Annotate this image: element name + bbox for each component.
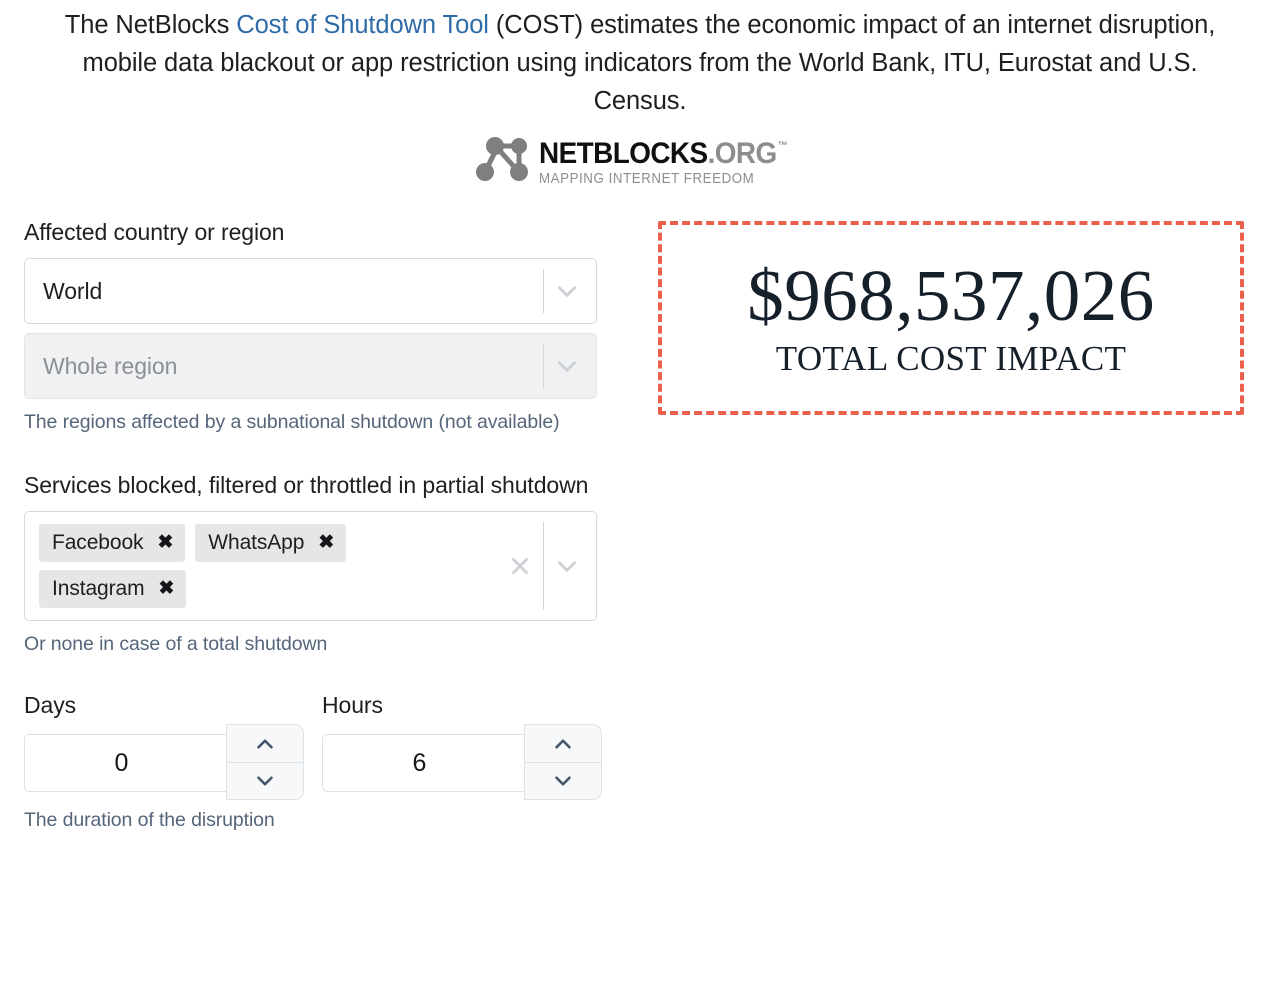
duration-field-group: Days 0 (24, 688, 620, 835)
days-spin-buttons (226, 724, 304, 800)
service-chip-label: Instagram (52, 576, 145, 600)
services-helper-text: Or none in case of a total shutdown (24, 633, 328, 655)
days-group: Days 0 (24, 688, 304, 800)
country-field-group: Affected country or region World (24, 215, 620, 324)
intro-text-after: (COST) estimates the economic impact of … (82, 11, 1216, 115)
select-divider (543, 269, 544, 313)
service-chip[interactable]: Instagram ✖ (39, 570, 187, 608)
form-column: Affected country or region World Whole r… (24, 215, 620, 835)
chevron-down-icon[interactable] (544, 334, 590, 398)
days-decrement-button[interactable] (226, 762, 304, 800)
remove-chip-icon[interactable]: ✖ (158, 578, 175, 599)
country-select-indicators (543, 259, 596, 323)
trademark-symbol: ™ (777, 139, 787, 152)
chevron-down-icon[interactable] (544, 259, 590, 323)
intro-paragraph: The NetBlocks Cost of Shutdown Tool (COS… (45, 0, 1235, 120)
netblocks-logo: NETBLOCKS .ORG ™ MAPPING INTERNET FREEDOM (0, 134, 1280, 191)
days-increment-button[interactable] (226, 724, 304, 762)
intro-text-before: The NetBlocks (64, 11, 237, 39)
hours-group: Hours 6 (322, 688, 602, 800)
services-multiselect[interactable]: Facebook ✖ WhatsApp ✖ Instagram ✖ (24, 511, 597, 621)
services-field-group: Services blocked, filtered or throttled … (24, 468, 620, 659)
select-divider (543, 344, 544, 388)
hours-decrement-button[interactable] (524, 762, 602, 800)
hours-spin-buttons (524, 724, 602, 800)
duration-helper-text: The duration of the disruption (24, 809, 275, 831)
region-helper-text: The regions affected by a subnational sh… (24, 411, 560, 433)
services-select-indicators (497, 512, 596, 620)
remove-chip-icon[interactable]: ✖ (157, 532, 174, 553)
region-field-group: Whole region The regions affected by a s… (24, 333, 620, 437)
cost-of-shutdown-tool-link[interactable]: Cost of Shutdown Tool (236, 11, 489, 39)
days-label: Days (24, 692, 77, 718)
clear-all-icon[interactable] (497, 512, 543, 620)
main-columns: Affected country or region World Whole r… (0, 215, 1280, 835)
logo-tagline: MAPPING INTERNET FREEDOM (538, 170, 754, 187)
hours-increment-button[interactable] (524, 724, 602, 762)
region-selected-value: Whole region (43, 352, 178, 379)
result-column: $968,537,026 TOTAL COST IMPACT (620, 215, 1256, 415)
service-chip-label: WhatsApp (208, 530, 305, 554)
region-select-indicators (543, 334, 596, 398)
total-cost-amount: $968,537,026 (747, 255, 1155, 337)
duration-row: Days 0 (24, 688, 620, 800)
chevron-down-icon[interactable] (544, 512, 590, 620)
service-chip[interactable]: Facebook ✖ (39, 524, 186, 562)
services-chip-list: Facebook ✖ WhatsApp ✖ Instagram ✖ (25, 512, 497, 620)
remove-chip-icon[interactable]: ✖ (318, 532, 335, 553)
service-chip[interactable]: WhatsApp ✖ (195, 524, 347, 562)
logo-wordmark: NETBLOCKS .ORG ™ (538, 136, 788, 170)
total-cost-caption: TOTAL COST IMPACT (775, 339, 1127, 379)
services-label: Services blocked, filtered or throttled … (24, 472, 589, 498)
total-cost-impact-box: $968,537,026 TOTAL COST IMPACT (658, 221, 1244, 415)
days-stepper: 0 (24, 724, 304, 800)
service-chip-label: Facebook (52, 530, 144, 554)
country-label: Affected country or region (24, 219, 285, 245)
hours-label: Hours (322, 692, 383, 718)
region-select[interactable]: Whole region (24, 333, 597, 399)
country-select[interactable]: World (24, 258, 597, 324)
network-graph-icon (475, 134, 533, 191)
country-selected-value: World (43, 277, 103, 304)
hours-stepper: 6 (322, 724, 602, 800)
select-divider (543, 522, 544, 610)
